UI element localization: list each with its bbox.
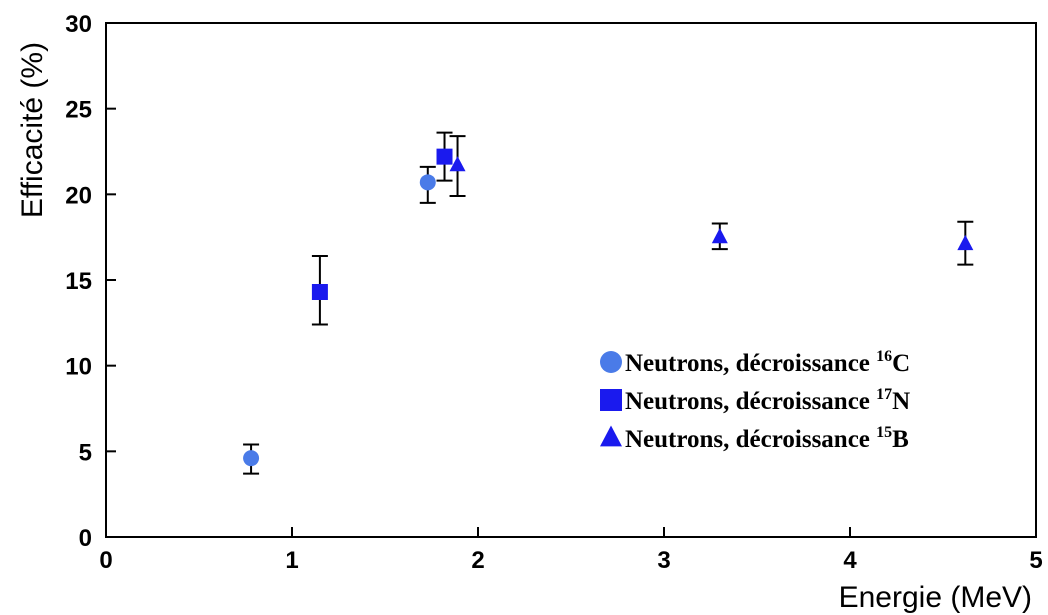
- axis-tick-labels: 0 1 2 3 4 5 0 5 10 15 20 25 30: [65, 11, 1042, 574]
- x-tick-label: 1: [285, 547, 298, 574]
- x-tick-label: 5: [1029, 547, 1042, 574]
- data-point-triangle: [957, 234, 974, 251]
- x-tick-label: 3: [657, 547, 670, 574]
- data-point-triangle: [711, 228, 728, 244]
- legend-entry: Neutrons, décroissance 15B: [600, 424, 909, 453]
- y-tick-label: 30: [65, 11, 92, 38]
- legend-marker-square: [600, 389, 622, 411]
- data-point-square: [311, 283, 328, 300]
- y-tick-label: 20: [65, 182, 92, 209]
- legend-label: Neutrons, décroissance 15B: [625, 424, 909, 453]
- y-axis-title: Efficacité (%): [16, 42, 49, 218]
- data-point-group: [957, 220, 974, 266]
- legend: Neutrons, décroissance 16C Neutrons, décr…: [600, 348, 910, 453]
- data-point-circle: [419, 174, 436, 191]
- legend-label: Neutrons, décroissance 17N: [625, 386, 910, 415]
- legend-marker-circle: [600, 351, 622, 373]
- y-tick-label: 15: [65, 268, 92, 295]
- data-point-square: [436, 148, 453, 165]
- data-point-group: [436, 131, 453, 182]
- legend-label: Neutrons, décroissance 16C: [625, 348, 910, 377]
- x-tick-label: 4: [843, 547, 857, 574]
- data-point-group: [243, 443, 260, 475]
- legend-marker-triangle: [600, 425, 622, 447]
- x-axis-title: Energie (MeV): [839, 581, 1032, 614]
- data-points: [243, 131, 974, 475]
- y-tick-label: 25: [65, 97, 92, 124]
- axis-ticks: [105, 22, 1037, 538]
- y-tick-label: 0: [79, 525, 92, 552]
- data-point-group: [311, 255, 328, 326]
- y-tick-label: 10: [65, 354, 92, 381]
- data-point-triangle: [449, 156, 466, 172]
- y-tick-label: 5: [79, 439, 92, 466]
- x-tick-label: 0: [99, 547, 112, 574]
- data-point-group: [419, 165, 436, 204]
- legend-entry: Neutrons, décroissance 16C: [600, 348, 910, 377]
- data-point-circle: [243, 450, 260, 467]
- legend-entry: Neutrons, décroissance 17N: [600, 386, 910, 415]
- data-point-group: [711, 222, 728, 251]
- data-point-group: [449, 135, 466, 198]
- x-tick-label: 2: [471, 547, 484, 574]
